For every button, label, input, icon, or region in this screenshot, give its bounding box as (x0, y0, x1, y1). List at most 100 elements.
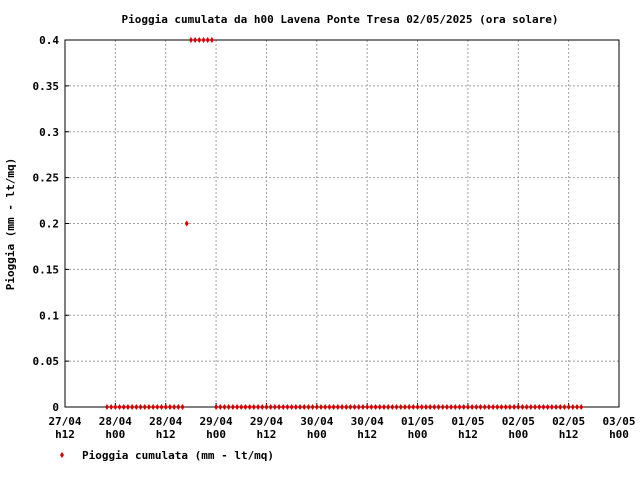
data-point (507, 404, 512, 410)
data-point (499, 404, 504, 410)
data-point (125, 404, 130, 410)
data-point (188, 37, 193, 43)
data-point (457, 404, 462, 410)
data-point (528, 404, 533, 410)
x-tick-label: 29/04 h00 (200, 415, 233, 441)
x-tick-label: 27/04 h12 (48, 415, 81, 441)
data-point (381, 404, 386, 410)
data-point (117, 404, 122, 410)
data-point (394, 404, 399, 410)
data-point (575, 404, 580, 410)
x-tick-label: 01/05 h12 (451, 415, 484, 441)
data-point (348, 404, 353, 410)
data-point (360, 404, 365, 410)
data-point (402, 404, 407, 410)
data-point (579, 404, 584, 410)
data-point (176, 404, 181, 410)
data-point (470, 404, 475, 410)
legend-marker (60, 452, 64, 458)
data-point (209, 37, 214, 43)
data-point (390, 404, 395, 410)
data-point (428, 404, 433, 410)
data-point (205, 37, 210, 43)
data-point (264, 404, 269, 410)
x-tick-label: 29/04 h12 (250, 415, 283, 441)
data-point (495, 404, 500, 410)
data-point (524, 404, 529, 410)
y-tick-label: 0.05 (33, 355, 60, 368)
data-point (163, 404, 168, 410)
data-point (302, 404, 307, 410)
data-point (369, 404, 374, 410)
data-point (104, 404, 109, 410)
data-point (256, 404, 261, 410)
data-point (201, 37, 206, 43)
data-point (436, 404, 441, 410)
data-point (491, 404, 496, 410)
data-point (541, 404, 546, 410)
data-point (121, 404, 126, 410)
data-point (449, 404, 454, 410)
y-tick-label: 0.1 (39, 309, 59, 322)
data-point (247, 404, 252, 410)
data-point (214, 404, 219, 410)
data-point (432, 404, 437, 410)
data-point (277, 404, 282, 410)
legend-label: Pioggia cumulata (mm - lt/mq) (82, 449, 274, 462)
data-point (537, 404, 542, 410)
data-point (331, 404, 336, 410)
data-point (197, 37, 202, 43)
data-point (285, 404, 290, 410)
x-tick-label: 28/04 h12 (149, 415, 182, 441)
data-point (310, 404, 315, 410)
data-point (440, 404, 445, 410)
data-point (419, 404, 424, 410)
x-tick-label: 30/04 h12 (351, 415, 384, 441)
data-point (293, 404, 298, 410)
data-point (444, 404, 449, 410)
x-tick-label: 03/05 h00 (602, 415, 635, 441)
data-point (516, 404, 521, 410)
data-point (570, 404, 575, 410)
data-point (340, 404, 344, 410)
y-axis-label: Pioggia (mm - lt/mq) (4, 158, 17, 290)
y-tick-label: 0.2 (39, 218, 59, 231)
data-point (319, 404, 324, 410)
data-point (407, 404, 412, 410)
data-point (373, 404, 378, 410)
chart-title: Pioggia cumulata da h00 Lavena Ponte Tre… (121, 13, 558, 26)
data-point (113, 404, 118, 410)
data-point (453, 404, 458, 410)
data-point (398, 404, 403, 410)
data-point (554, 404, 559, 410)
data-point (545, 404, 550, 410)
data-point (180, 404, 185, 410)
data-point (151, 404, 156, 410)
data-point (142, 404, 147, 410)
data-point (411, 404, 416, 410)
data-point (159, 404, 164, 410)
data-point (352, 404, 357, 410)
x-tick-label: 28/04 h00 (99, 415, 132, 441)
data-point (272, 404, 277, 410)
data-point (377, 404, 382, 410)
data-point (138, 404, 143, 410)
data-point (260, 404, 265, 410)
data-point (289, 404, 294, 410)
data-point (474, 404, 479, 410)
data-point (109, 404, 114, 410)
data-point (520, 404, 525, 410)
data-point (365, 404, 370, 410)
data-point (461, 404, 466, 410)
data-point (415, 404, 420, 410)
y-tick-label: 0.15 (33, 263, 60, 276)
data-point (218, 404, 223, 410)
data-point (344, 404, 349, 410)
data-point (222, 404, 227, 410)
x-tick-label: 02/05 h00 (502, 415, 535, 441)
data-point (243, 404, 248, 410)
data-point (478, 404, 483, 410)
data-point (268, 404, 273, 410)
